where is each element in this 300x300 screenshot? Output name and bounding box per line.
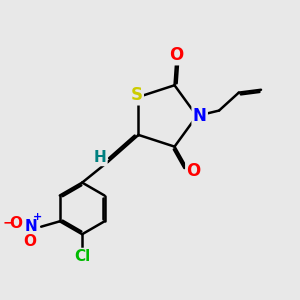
Text: O: O [23,234,36,249]
Text: +: + [33,212,42,222]
Text: Cl: Cl [74,249,90,264]
Text: S: S [131,86,143,104]
Text: H: H [94,150,106,165]
Text: N: N [25,219,38,234]
Text: −: − [2,215,14,229]
Text: O: O [186,162,201,180]
Text: N: N [193,107,207,125]
Text: O: O [169,46,183,64]
Text: O: O [10,216,22,231]
